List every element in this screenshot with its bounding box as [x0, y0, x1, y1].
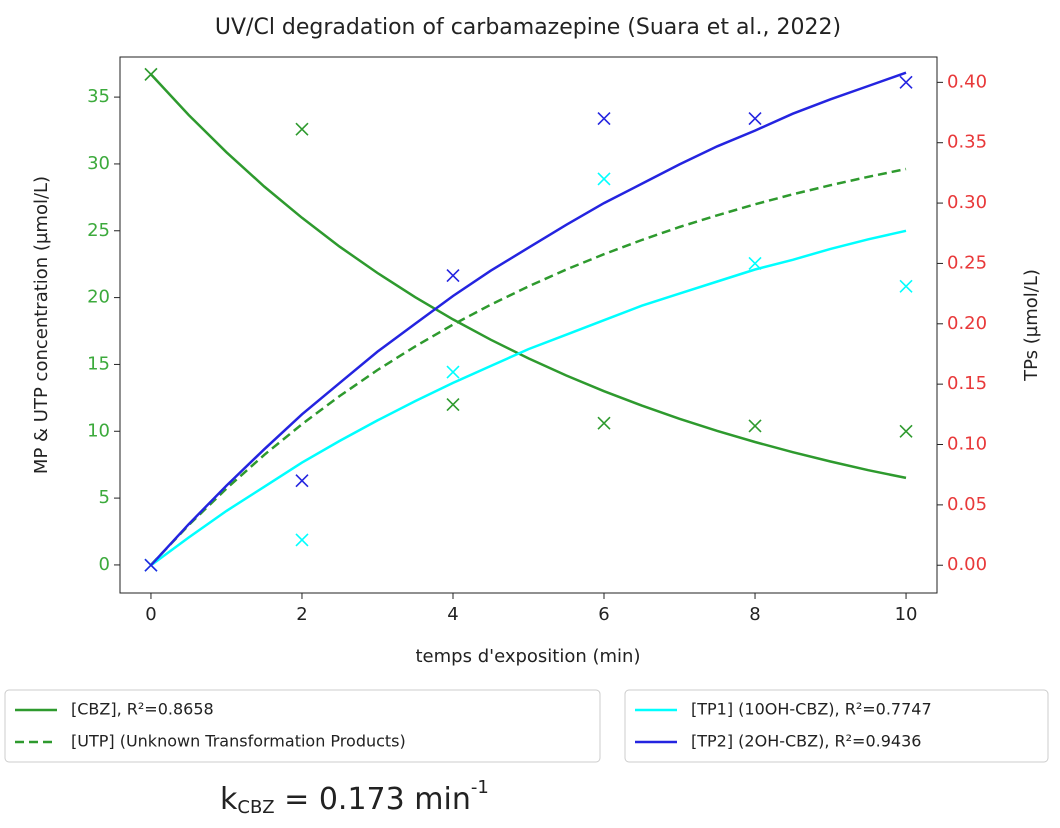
annotation-part: CBZ: [237, 797, 274, 818]
scatter-point: [597, 416, 611, 430]
x-tick-label: 6: [598, 604, 609, 625]
scatter-point: [899, 279, 913, 293]
y2-tick-label: 0.15: [947, 373, 987, 394]
scatter-point: [597, 172, 611, 186]
y-tick-label: 15: [87, 353, 110, 374]
fit-line: [150, 73, 907, 480]
y2-tick-label: 0.35: [947, 132, 987, 153]
scatter-point: [748, 112, 762, 126]
y-tick-label: 0: [99, 554, 110, 575]
legend-label: [CBZ], R²=0.8658: [71, 700, 214, 719]
y2-axis-label: TPs (µmol/L): [1021, 269, 1042, 382]
y2-tick-label: 0.40: [947, 71, 987, 92]
legend-label: [TP1] (10OH-CBZ), R²=0.7747: [691, 700, 932, 719]
annotation-part: = 0.173 min: [275, 782, 471, 817]
x-tick-label: 0: [145, 604, 156, 625]
legend-label: [TP2] (2OH-CBZ), R²=0.9436: [691, 732, 921, 751]
x-tick-label: 4: [447, 604, 458, 625]
fit-line: [150, 229, 907, 567]
scatter-point: [295, 533, 309, 547]
chart-title: UV/Cl degradation of carbamazepine (Suar…: [215, 15, 841, 40]
scatter-point: [899, 424, 913, 438]
scatter-point: [295, 474, 309, 488]
x-axis-label: temps d'exposition (min): [416, 646, 641, 667]
scatter-point: [446, 268, 460, 283]
legend-box: [624, 689, 1049, 763]
legend-box: [4, 689, 601, 763]
x-tick-label: 10: [895, 604, 918, 625]
scatter-point: [446, 397, 460, 412]
y2-tick-label: 0.20: [947, 313, 987, 334]
scatter-point: [144, 558, 158, 572]
legend-label: [UTP] (Unknown Transformation Products): [71, 732, 406, 751]
x-tick-label: 2: [296, 604, 307, 625]
annotation: kCBZ = 0.173 min-1: [220, 777, 489, 818]
scatter-point: [295, 122, 309, 136]
fit-line: [150, 71, 907, 567]
scatter-point: [597, 112, 611, 126]
y-tick-label: 20: [87, 287, 110, 308]
y-axis-label: MP & UTP concentration (µmol/L): [31, 176, 52, 474]
y-tick-label: 5: [99, 487, 110, 508]
y2-tick-label: 0.00: [947, 554, 987, 575]
y2-tick-label: 0.30: [947, 192, 987, 213]
plot-frame: [119, 56, 938, 594]
fit-line: [150, 167, 907, 566]
y2-tick-label: 0.05: [947, 494, 987, 515]
y-tick-label: 35: [87, 86, 110, 107]
scatter-point: [748, 256, 762, 270]
scatter-point: [446, 365, 460, 379]
scatter-point: [899, 75, 913, 89]
y2-tick-label: 0.10: [947, 434, 987, 455]
y-tick-label: 30: [87, 153, 110, 174]
annotation-part: -1: [471, 777, 489, 798]
y-tick-label: 25: [87, 220, 110, 241]
x-tick-label: 8: [749, 604, 760, 625]
annotation-part: k: [220, 782, 238, 817]
scatter-point: [144, 67, 158, 81]
scatter-point: [748, 419, 762, 433]
y-tick-label: 10: [87, 420, 110, 441]
y2-tick-label: 0.25: [947, 252, 987, 273]
